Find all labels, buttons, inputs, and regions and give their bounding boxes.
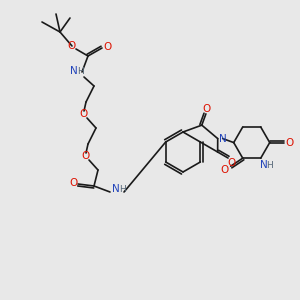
Text: O: O xyxy=(68,41,76,51)
Text: O: O xyxy=(103,42,111,52)
Text: N: N xyxy=(219,134,226,144)
Text: N: N xyxy=(260,160,268,170)
Text: O: O xyxy=(69,178,77,188)
Text: N: N xyxy=(112,184,120,194)
Text: H: H xyxy=(266,161,273,170)
Text: H: H xyxy=(76,67,83,76)
Text: O: O xyxy=(220,165,229,175)
Text: O: O xyxy=(80,109,88,119)
Text: O: O xyxy=(203,104,211,114)
Text: O: O xyxy=(82,151,90,161)
Text: O: O xyxy=(286,138,294,148)
Text: N: N xyxy=(70,66,78,76)
Text: H: H xyxy=(118,184,125,194)
Text: O: O xyxy=(227,158,235,168)
